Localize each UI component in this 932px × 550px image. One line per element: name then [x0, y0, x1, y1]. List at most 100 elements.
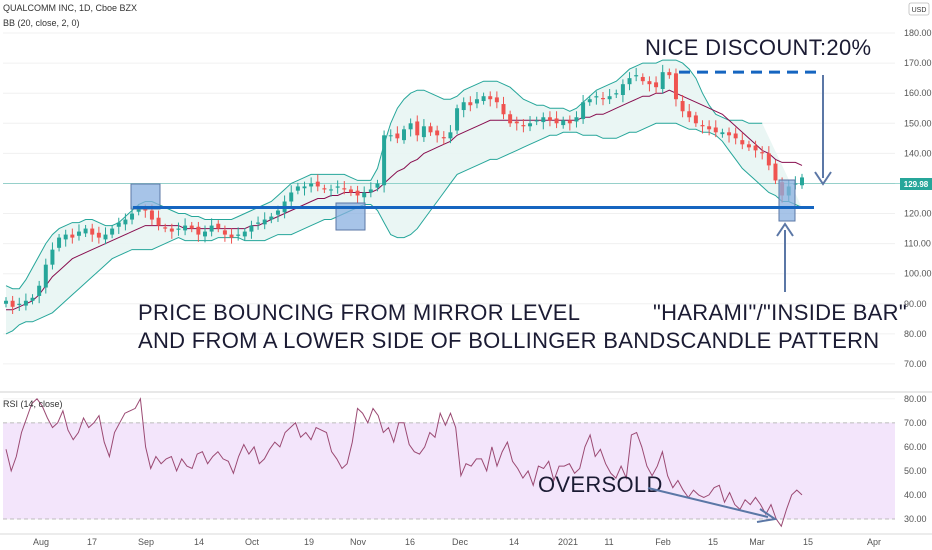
candle-body — [660, 72, 665, 89]
rsi-tick-label: 60.00 — [904, 442, 927, 452]
time-tick-label: 16 — [405, 537, 415, 547]
rsi-axis[interactable]: 80.00 70.00 60.00 50.00 40.00 30.00 — [904, 394, 927, 524]
rsi-tick-label: 70.00 — [904, 418, 927, 428]
candle-body — [746, 144, 751, 148]
time-tick-label: 15 — [708, 537, 718, 547]
pattern-annotation-line1: "HARAMI"/"INSIDE BAR" — [653, 300, 907, 325]
candle-body — [203, 231, 207, 237]
candle-body — [408, 123, 413, 130]
candle-body — [76, 231, 81, 236]
symbol-title: QUALCOMM INC, 1D, Cboe BZX — [3, 3, 137, 13]
candle-body — [402, 129, 406, 141]
discount-annotation: NICE DISCOUNT:20% — [645, 35, 871, 60]
candle-body — [740, 140, 745, 145]
candle-body — [528, 123, 533, 127]
price-tick-label: 80.00 — [904, 329, 927, 339]
candle-body — [136, 207, 141, 212]
candles-group — [4, 64, 804, 314]
candle-body — [30, 297, 35, 301]
rsi-pane[interactable]: 80.00 70.00 60.00 50.00 40.00 30.00 RSI (14, … — [3, 394, 927, 528]
pattern-annotation-line2: CANDLE PATTERN — [681, 328, 880, 353]
price-tick-label: 160.00 — [904, 88, 932, 98]
harami-highlight-box — [778, 179, 796, 222]
candle-body — [514, 121, 519, 124]
time-tick-label: Mar — [749, 537, 765, 547]
candle-body — [256, 222, 261, 224]
candle-body — [488, 96, 493, 100]
candle-body — [594, 96, 599, 98]
candle-body — [17, 303, 22, 305]
candle-body — [222, 230, 227, 235]
rsi-tick-label: 80.00 — [904, 394, 927, 404]
time-tick-label: 17 — [87, 537, 97, 547]
price-pane[interactable]: 180.00170.00160.00150.00140.00130.00120.… — [3, 2, 932, 369]
price-tick-label: 90.00 — [904, 299, 927, 309]
candle-body — [83, 228, 88, 234]
candle-body — [37, 285, 42, 296]
candle-body — [229, 234, 234, 238]
candle-body — [428, 126, 433, 133]
oversold-arrowhead — [756, 508, 778, 523]
time-tick-label: Aug — [33, 537, 49, 547]
price-axis[interactable]: 180.00170.00160.00150.00140.00130.00120.… — [904, 28, 932, 369]
currency-box[interactable] — [908, 2, 930, 16]
rsi-tick-label: 50.00 — [904, 466, 927, 476]
candle-body — [368, 189, 373, 193]
candle-body — [163, 227, 168, 229]
candle-body — [501, 104, 506, 115]
support-touch-box-sep — [130, 183, 161, 210]
price-tick-label: 70.00 — [904, 359, 927, 369]
candle-body — [587, 99, 592, 103]
candle-body — [123, 219, 128, 225]
oversold-arrow — [647, 487, 769, 518]
candle-body — [448, 132, 453, 139]
candle-body — [103, 234, 108, 240]
candle-body — [43, 264, 48, 288]
candle-body — [680, 101, 685, 112]
price-tick-label: 170.00 — [904, 58, 932, 68]
time-tick-label: Nov — [350, 537, 367, 547]
candle-body — [249, 225, 254, 232]
candle-body — [10, 300, 15, 307]
bollinger-basis-line — [6, 89, 803, 311]
candle-body — [156, 217, 161, 226]
candle-body — [654, 82, 659, 88]
candle-body — [707, 126, 712, 130]
candle-body — [620, 84, 625, 96]
candle-body — [23, 300, 28, 306]
candle-body — [561, 120, 566, 126]
time-axis[interactable]: Aug 17 Sep 14 Oct 19 Nov 16 Dec 14 2021 11 Feb 15 Mar 1… — [33, 537, 881, 547]
time-tick-label: Apr — [867, 537, 881, 547]
candle-body — [693, 115, 698, 124]
candle-body — [474, 99, 479, 104]
candle-body — [567, 120, 572, 124]
candle-body — [468, 102, 473, 106]
discount-arrowhead — [814, 171, 832, 186]
time-tick-label: Feb — [655, 537, 671, 547]
candle-body — [209, 225, 214, 232]
candle-body — [481, 96, 486, 102]
candle-body — [415, 121, 420, 136]
candle-body — [275, 210, 280, 215]
candle-body — [574, 117, 579, 122]
candle-body — [57, 237, 62, 248]
candle-body — [455, 108, 460, 131]
candle-body — [727, 132, 732, 136]
time-tick-label: 14 — [194, 537, 204, 547]
candle-body — [189, 225, 194, 229]
rsi-band-fill — [3, 422, 895, 519]
price-tick-label: 120.00 — [904, 209, 932, 219]
candle-body — [216, 223, 221, 229]
candle-body — [130, 213, 135, 220]
candle-body — [4, 300, 8, 304]
candle-body — [63, 234, 68, 240]
candle-body — [554, 118, 559, 124]
candle-body — [614, 93, 619, 95]
time-tick-label: 11 — [604, 537, 613, 547]
candle-body — [773, 163, 778, 181]
candle-body — [421, 126, 426, 138]
price-tick-label: 100.00 — [904, 269, 932, 279]
candle-body — [581, 102, 586, 120]
time-tick-label: 19 — [304, 537, 314, 547]
